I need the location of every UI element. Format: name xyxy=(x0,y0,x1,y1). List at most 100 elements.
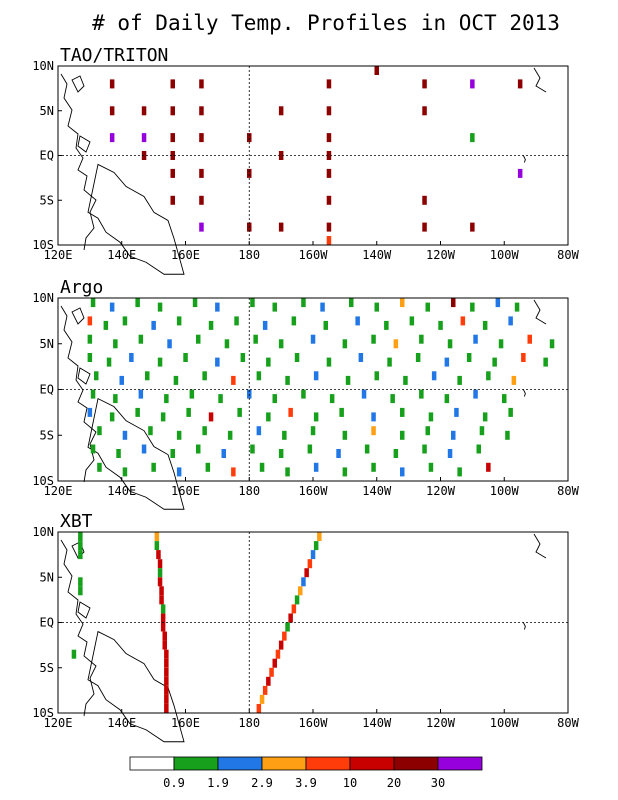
data-cell xyxy=(326,222,332,232)
data-cell xyxy=(285,375,290,385)
y-tick-label: 5S xyxy=(40,428,54,442)
data-cell xyxy=(374,66,379,75)
colorbar-label: 3.9 xyxy=(295,776,317,790)
figure-title: # of Daily Temp. Profiles in OCT 2013 xyxy=(92,11,560,35)
data-cell xyxy=(364,444,370,454)
x-tick-label: 160E xyxy=(171,484,200,498)
land-outline xyxy=(60,305,97,483)
data-cell xyxy=(159,595,164,605)
data-cell xyxy=(492,357,497,367)
data-cell xyxy=(202,426,207,436)
data-cell xyxy=(106,357,112,367)
data-cell xyxy=(400,407,405,417)
data-cell xyxy=(374,371,379,381)
data-cell xyxy=(288,613,293,623)
data-cell xyxy=(508,316,513,326)
data-cell xyxy=(479,426,485,436)
data-cell xyxy=(141,106,147,116)
data-cell xyxy=(170,106,175,116)
x-tick-label: 100W xyxy=(490,716,520,730)
americas-outline xyxy=(533,533,547,559)
data-cell xyxy=(78,550,83,560)
x-tick-label: 180 xyxy=(238,248,260,262)
data-cell xyxy=(527,334,532,344)
data-cell xyxy=(486,462,491,472)
data-cell xyxy=(78,577,83,587)
data-cell xyxy=(422,79,427,89)
data-cell xyxy=(119,375,124,385)
data-cell xyxy=(342,430,348,440)
data-cell xyxy=(326,106,332,116)
colorbar-swatch xyxy=(305,756,351,771)
colorbar-swatch xyxy=(129,756,175,771)
y-tick-label: 10N xyxy=(32,525,54,539)
data-cell xyxy=(482,320,488,330)
data-cell xyxy=(508,407,513,417)
data-cell xyxy=(164,649,169,659)
data-cell xyxy=(409,316,415,326)
data-cell xyxy=(345,375,351,385)
data-cell xyxy=(141,151,147,160)
data-cell xyxy=(278,339,284,349)
data-cell xyxy=(259,462,265,472)
data-cell xyxy=(164,704,169,713)
data-cell xyxy=(339,407,344,417)
colorbar-swatch xyxy=(261,756,307,771)
data-cell xyxy=(202,371,207,381)
y-tick-label: 5S xyxy=(40,193,54,207)
data-cell xyxy=(326,236,332,245)
data-cell xyxy=(196,334,201,344)
data-cell xyxy=(447,449,453,458)
y-tick-label: EQ xyxy=(40,383,54,397)
data-cell xyxy=(447,339,453,349)
data-cell xyxy=(122,430,128,440)
data-cell xyxy=(269,667,274,677)
data-cell xyxy=(170,449,175,458)
island-outline xyxy=(71,307,91,385)
data-cell xyxy=(470,222,475,232)
data-cell xyxy=(482,412,488,422)
colorbar-label: 10 xyxy=(343,776,357,790)
data-cell xyxy=(162,631,167,641)
colorbar-label: 20 xyxy=(387,776,401,790)
data-cell xyxy=(336,449,341,458)
data-cell xyxy=(457,467,462,477)
y-tick-label: EQ xyxy=(40,149,54,163)
data-cell xyxy=(371,412,376,422)
panel-title: TAO/TRITON xyxy=(60,45,168,66)
y-tick-label: 5N xyxy=(40,337,54,351)
x-tick-label: 100W xyxy=(490,248,520,262)
data-cell xyxy=(313,371,319,381)
data-cell xyxy=(109,106,115,116)
panel-3: XBT 120E 140E 160E 180 160W 140W 120W 100W 80W 10N… xyxy=(32,511,580,743)
data-cell xyxy=(90,389,96,399)
colorbar-swatch xyxy=(393,756,439,771)
x-tick-label: 160W xyxy=(299,248,329,262)
colorbar-label: 1.9 xyxy=(207,776,229,790)
x-tick-label: 160W xyxy=(299,716,329,730)
data-cell xyxy=(156,550,161,560)
galapagos-outline xyxy=(522,389,526,397)
data-cell xyxy=(454,407,459,417)
data-cell xyxy=(422,222,427,232)
panels-group: TAO/TRITON 120E 140E 160E 180 160W 140W 120W 100… xyxy=(32,45,580,743)
panel-title: XBT xyxy=(60,511,93,532)
data-cell xyxy=(159,586,164,596)
data-cell xyxy=(384,320,389,330)
galapagos-outline xyxy=(522,155,526,163)
data-cell xyxy=(326,151,332,160)
x-tick-label: 140E xyxy=(107,484,136,498)
data-cell xyxy=(208,412,214,422)
data-cell xyxy=(199,106,204,116)
data-cell xyxy=(160,622,166,632)
data-cell xyxy=(138,334,144,344)
data-cell xyxy=(164,667,169,677)
data-cell xyxy=(109,133,115,143)
data-cell xyxy=(425,426,430,436)
data-cell xyxy=(419,334,424,344)
data-cell xyxy=(460,316,466,326)
x-tick-label: 100W xyxy=(490,484,520,498)
data-cell xyxy=(349,298,354,308)
data-cell xyxy=(157,559,163,569)
data-cell xyxy=(543,357,548,367)
